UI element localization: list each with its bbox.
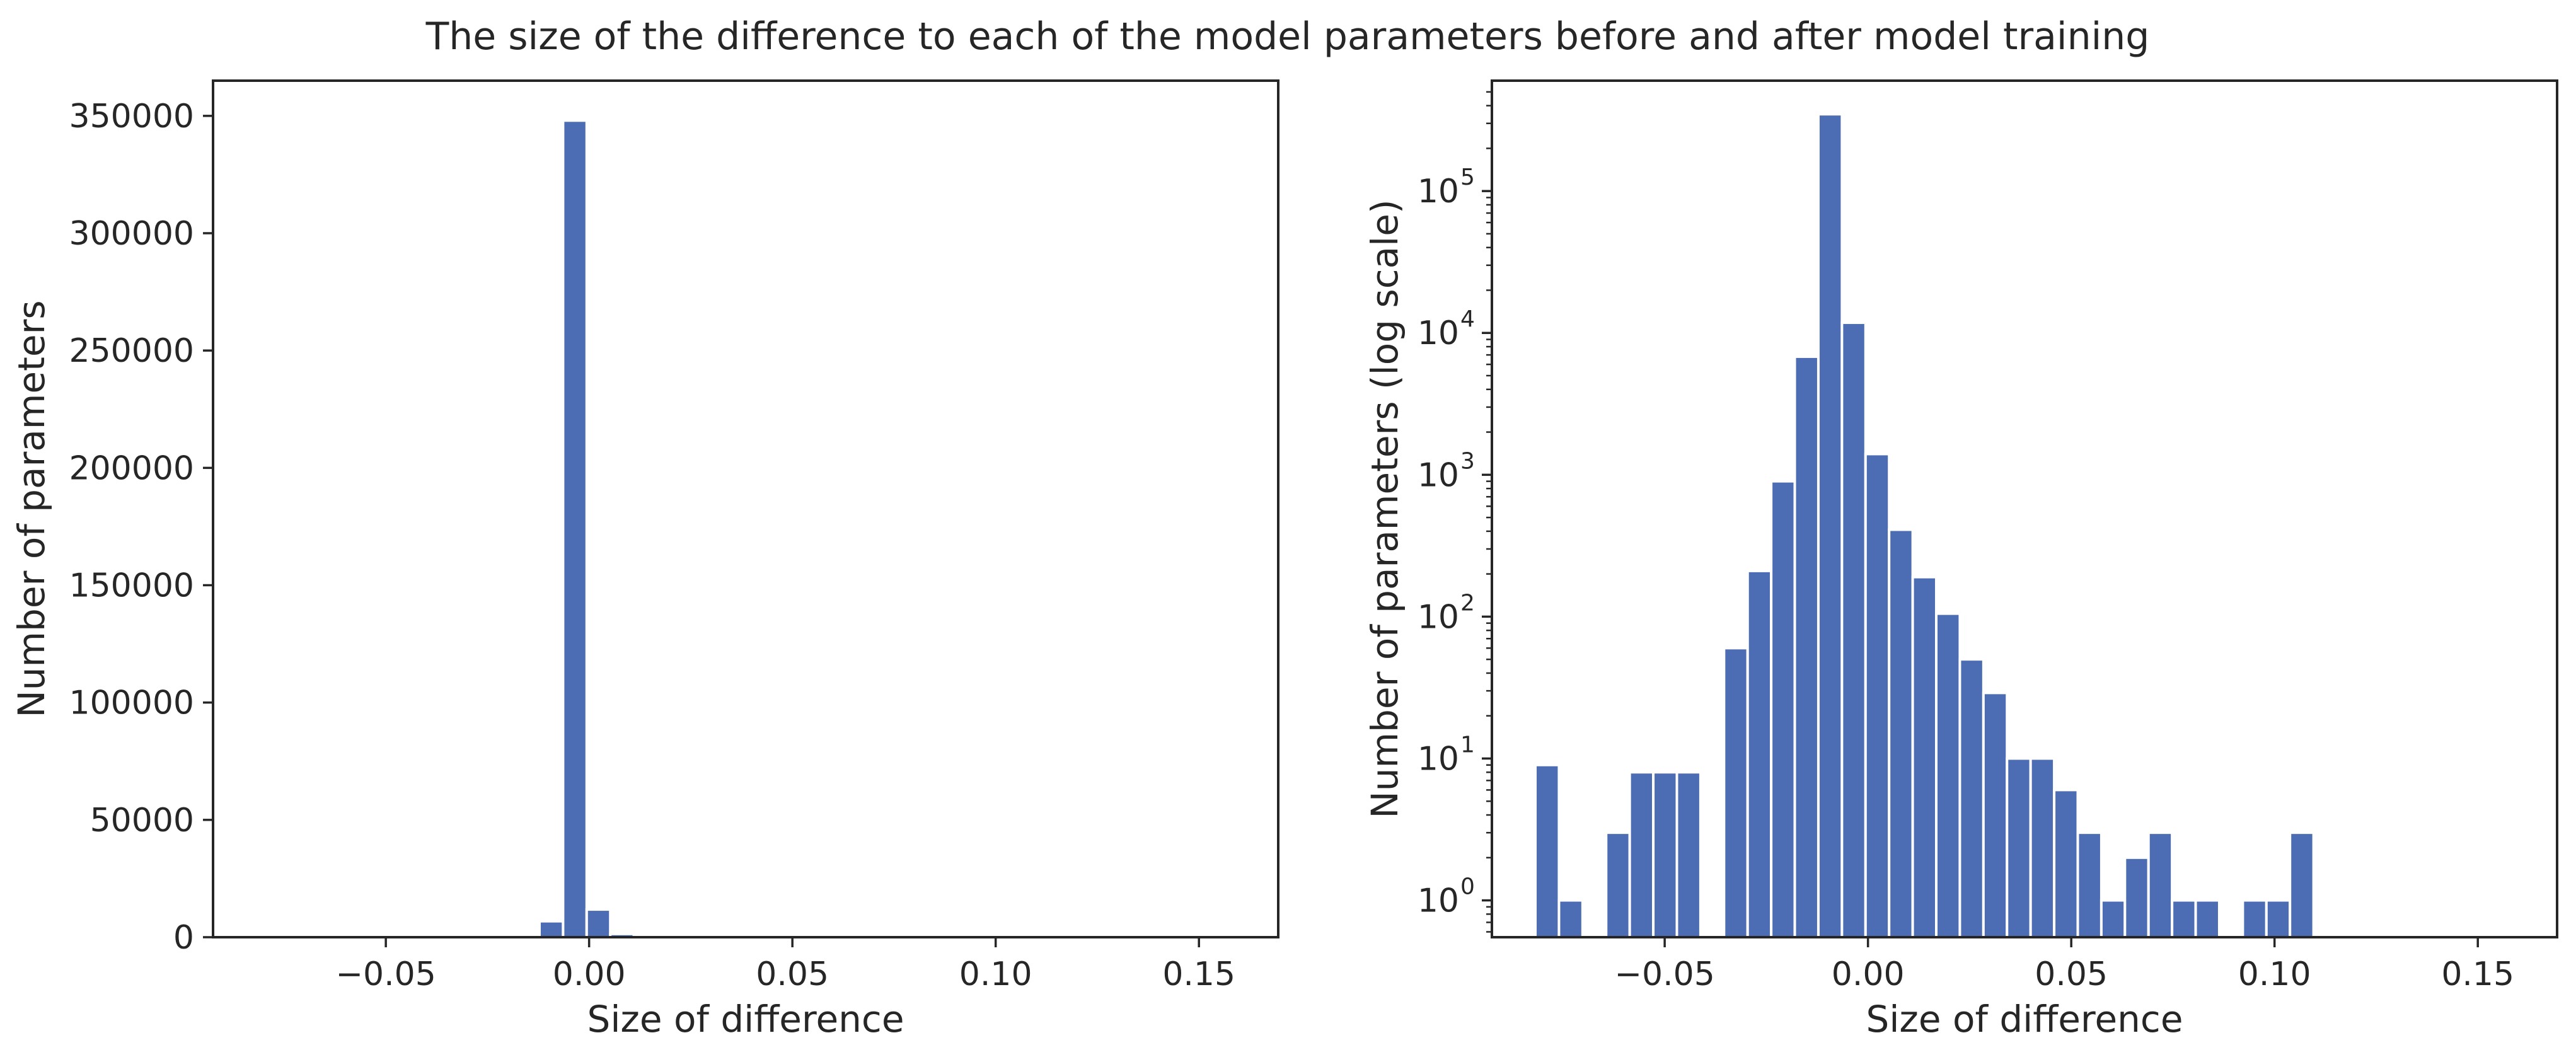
log-histogram-y-tick-label: 10 — [1418, 882, 1459, 920]
linear-histogram-bars — [255, 119, 1060, 939]
linear-histogram-bar — [538, 920, 565, 938]
log-histogram-bar — [2029, 757, 2056, 938]
linear-histogram-y-tick-label: 0 — [173, 919, 194, 957]
log-histogram-bar — [1888, 528, 1914, 938]
log-histogram-x-tick-label: 0.00 — [1832, 955, 1905, 993]
log-histogram-bar — [1605, 831, 1631, 938]
log-histogram-bar — [2171, 899, 2197, 938]
linear-histogram-x-ticks: −0.05 0.00 0.05 0.10 0.15 — [335, 937, 1235, 993]
log-histogram-bar — [1746, 569, 1773, 938]
log-histogram-bar — [1534, 763, 1561, 938]
log-histogram-bar — [1628, 771, 1655, 938]
linear-histogram-y-ticks: 0 50000 100000 150000 200000 250000 300000 3500… — [69, 98, 213, 957]
log-histogram-bar — [2053, 788, 2079, 939]
log-histogram-bar — [2006, 757, 2032, 938]
log-histogram-bar — [1816, 113, 1844, 939]
log-histogram-frame — [1491, 79, 2558, 938]
log-histogram-bar — [1770, 480, 1796, 938]
linear-histogram-x-axis-label: Size of difference — [587, 998, 904, 1041]
log-histogram-bar — [1652, 771, 1678, 938]
linear-histogram-frame — [212, 79, 1279, 938]
log-histogram-x-tick-label: 0.10 — [2238, 955, 2311, 993]
log-histogram-bar — [1911, 575, 1938, 938]
log-histogram-y-tick-exponent: 3 — [1460, 448, 1475, 474]
log-histogram-x-tick-label: −0.05 — [1614, 955, 1714, 993]
linear-histogram-x-tick-label: 0.10 — [959, 955, 1032, 993]
linear-histogram-y-tick-label: 250000 — [69, 332, 194, 370]
linear-histogram-x-tick-label: −0.05 — [335, 955, 436, 993]
linear-histogram-x-tick-label: 0.00 — [553, 955, 626, 993]
log-histogram-bars — [1534, 113, 2315, 939]
linear-histogram-bar — [585, 908, 612, 938]
log-histogram-bar — [1982, 691, 2009, 938]
linear-histogram-y-axis-label: Number of parameters — [10, 300, 53, 717]
log-histogram-y-tick-label: 10 — [1418, 173, 1459, 211]
log-histogram-y-tick-label: 10 — [1418, 598, 1459, 636]
log-histogram-bar — [1840, 321, 1867, 938]
log-histogram-y-axis-label: Number of parameters (log scale) — [1363, 199, 1406, 818]
log-histogram-bar — [2289, 831, 2315, 938]
linear-histogram-y-tick-label: 150000 — [69, 567, 194, 605]
log-histogram-y-tick-exponent: 0 — [1460, 874, 1475, 900]
log-histogram-bar — [2076, 831, 2103, 938]
log-histogram-bar — [1557, 899, 1584, 938]
log-histogram-bar — [1793, 355, 1820, 938]
log-histogram-x-tick-label: 0.15 — [2441, 955, 2514, 993]
log-histogram-bar — [1864, 453, 1891, 938]
log-histogram-bar — [2241, 899, 2268, 938]
log-histogram-y-tick-label: 10 — [1418, 315, 1459, 352]
linear-histogram-y-tick-label: 100000 — [69, 684, 194, 722]
log-histogram-y-tick-label: 10 — [1418, 740, 1459, 778]
log-histogram-bar — [2265, 899, 2292, 938]
log-histogram-y-tick-exponent: 1 — [1460, 732, 1475, 758]
linear-histogram-x-tick-label: 0.05 — [756, 955, 829, 993]
log-histogram-x-tick-label: 0.05 — [2035, 955, 2108, 993]
linear-histogram-axes: −0.05 0.00 0.05 0.10 0.15 0 50000 100000 150000… — [10, 79, 1279, 1041]
log-histogram-y-tick-exponent: 4 — [1460, 306, 1475, 332]
log-histogram-y-tick-exponent: 5 — [1460, 164, 1475, 190]
linear-histogram-x-tick-label: 0.15 — [1162, 955, 1235, 993]
log-histogram-bar — [2123, 856, 2150, 939]
log-histogram-bar — [1935, 612, 1961, 938]
linear-histogram-y-tick-label: 350000 — [69, 98, 194, 136]
log-histogram-y-tick-label: 10 — [1418, 456, 1459, 494]
log-histogram-bar — [1723, 647, 1749, 938]
log-histogram-y-tick-exponent: 2 — [1460, 590, 1475, 616]
log-histogram-bar — [2147, 831, 2174, 938]
linear-histogram-y-tick-label: 200000 — [69, 449, 194, 487]
linear-histogram-bar — [562, 119, 588, 938]
log-histogram-bar — [2099, 899, 2127, 938]
log-histogram-bar — [1958, 658, 1985, 939]
log-histogram-bar — [2194, 899, 2221, 938]
log-histogram-x-axis-label: Size of difference — [1866, 998, 2183, 1041]
linear-histogram-y-tick-label: 300000 — [69, 215, 194, 253]
figure-title: The size of the difference to each of th… — [425, 14, 2150, 59]
log-histogram-x-ticks: −0.05 0.00 0.05 0.10 0.15 — [1614, 937, 2514, 993]
log-histogram-bar — [1675, 771, 1702, 938]
linear-histogram-y-tick-label: 50000 — [90, 802, 194, 840]
